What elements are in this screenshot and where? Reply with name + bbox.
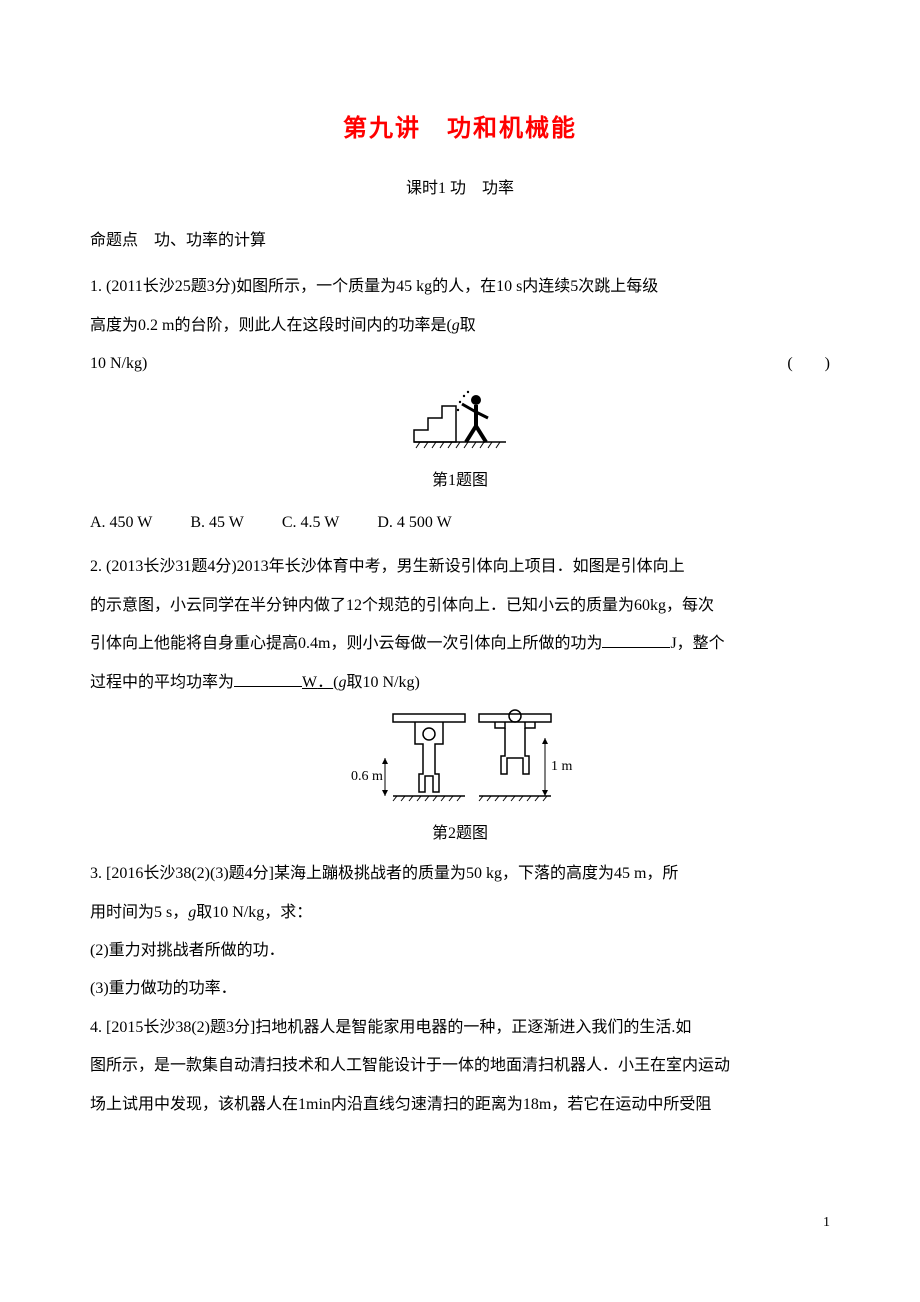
q1-line-b: 高度为0.2 m的台阶，则此人在这段时间内的功率是(g取 [90, 307, 830, 345]
q2-line2: 的示意图，小云同学在半分钟内做了12个规范的引体向上．已知小云的质量为60kg，… [90, 587, 830, 625]
pullup-diagram-icon: 0.6 m [345, 708, 575, 813]
stairs-person-icon [412, 390, 508, 460]
figure-1: 第1题图 [90, 390, 830, 500]
q3-part3: (3)重力做功的功率． [90, 970, 830, 1008]
q2-line1: 2. (2013长沙31题4分)2013年长沙体育中考，男生新设引体向上项目．如… [90, 548, 830, 586]
section-label: 命题点 功、功率的计算 [90, 222, 830, 260]
option-c: C. 4.5 W [282, 504, 339, 542]
question-2: 2. (2013长沙31题4分)2013年长沙体育中考，男生新设引体向上项目．如… [90, 548, 830, 702]
q3-line1: 3. [2016长沙38(2)(3)题4分]某海上蹦极挑战者的质量为50 kg，… [90, 855, 830, 893]
question-4: 4. [2015长沙38(2)题3分]扫地机器人是智能家用电器的一种，正逐渐进入… [90, 1009, 830, 1124]
q4-line1: 4. [2015长沙38(2)题3分]扫地机器人是智能家用电器的一种，正逐渐进入… [90, 1009, 830, 1047]
page-container: 第九讲 功和机械能 课时1 功 功率 命题点 功、功率的计算 1. (2011长… [0, 0, 920, 1260]
q3-line2: 用时间为5 s，g取10 N/kg，求： [90, 894, 830, 932]
q2-line4: 过程中的平均功率为W．(g取10 N/kg) [90, 664, 830, 702]
main-title: 第九讲 功和机械能 [90, 100, 830, 158]
question-1: 1. (2011长沙25题3分)如图所示，一个质量为45 kg的人，在10 s内… [90, 268, 830, 383]
q1-line-a: 1. (2011长沙25题3分)如图所示，一个质量为45 kg的人，在10 s内… [90, 268, 830, 306]
q1-options: A. 450 W B. 45 W C. 4.5 W D. 4 500 W [90, 504, 830, 542]
option-a: A. 450 W [90, 504, 152, 542]
label-0.6m: 0.6 m [351, 769, 383, 784]
figure-2-caption: 第2题图 [90, 815, 830, 853]
figure-2: 0.6 m [90, 708, 830, 853]
figure-1-caption: 第1题图 [90, 462, 830, 500]
option-d: D. 4 500 W [377, 504, 451, 542]
q4-line2: 图所示，是一款集自动清扫技术和人工智能设计于一体的地面清扫机器人．小王在室内运动 [90, 1047, 830, 1085]
subtitle: 课时1 功 功率 [90, 170, 830, 208]
q2-line3: 引体向上他能将自身重心提高0.4m，则小云每做一次引体向上所做的功为J，整个 [90, 625, 830, 663]
question-3: 3. [2016长沙38(2)(3)题4分]某海上蹦极挑战者的质量为50 kg，… [90, 855, 830, 1009]
label-1m: 1 m [551, 759, 573, 774]
answer-paren: ( ) [787, 345, 830, 383]
q1-line-c: 10 N/kg) ( ) [90, 345, 830, 383]
page-number: 1 [823, 1206, 830, 1240]
q4-line3: 场上试用中发现，该机器人在1min内沿直线匀速清扫的距离为18m，若它在运动中所… [90, 1086, 830, 1124]
option-b: B. 45 W [190, 504, 243, 542]
q3-part2: (2)重力对挑战者所做的功． [90, 932, 830, 970]
blank-2 [234, 670, 302, 687]
blank-1 [602, 631, 670, 648]
